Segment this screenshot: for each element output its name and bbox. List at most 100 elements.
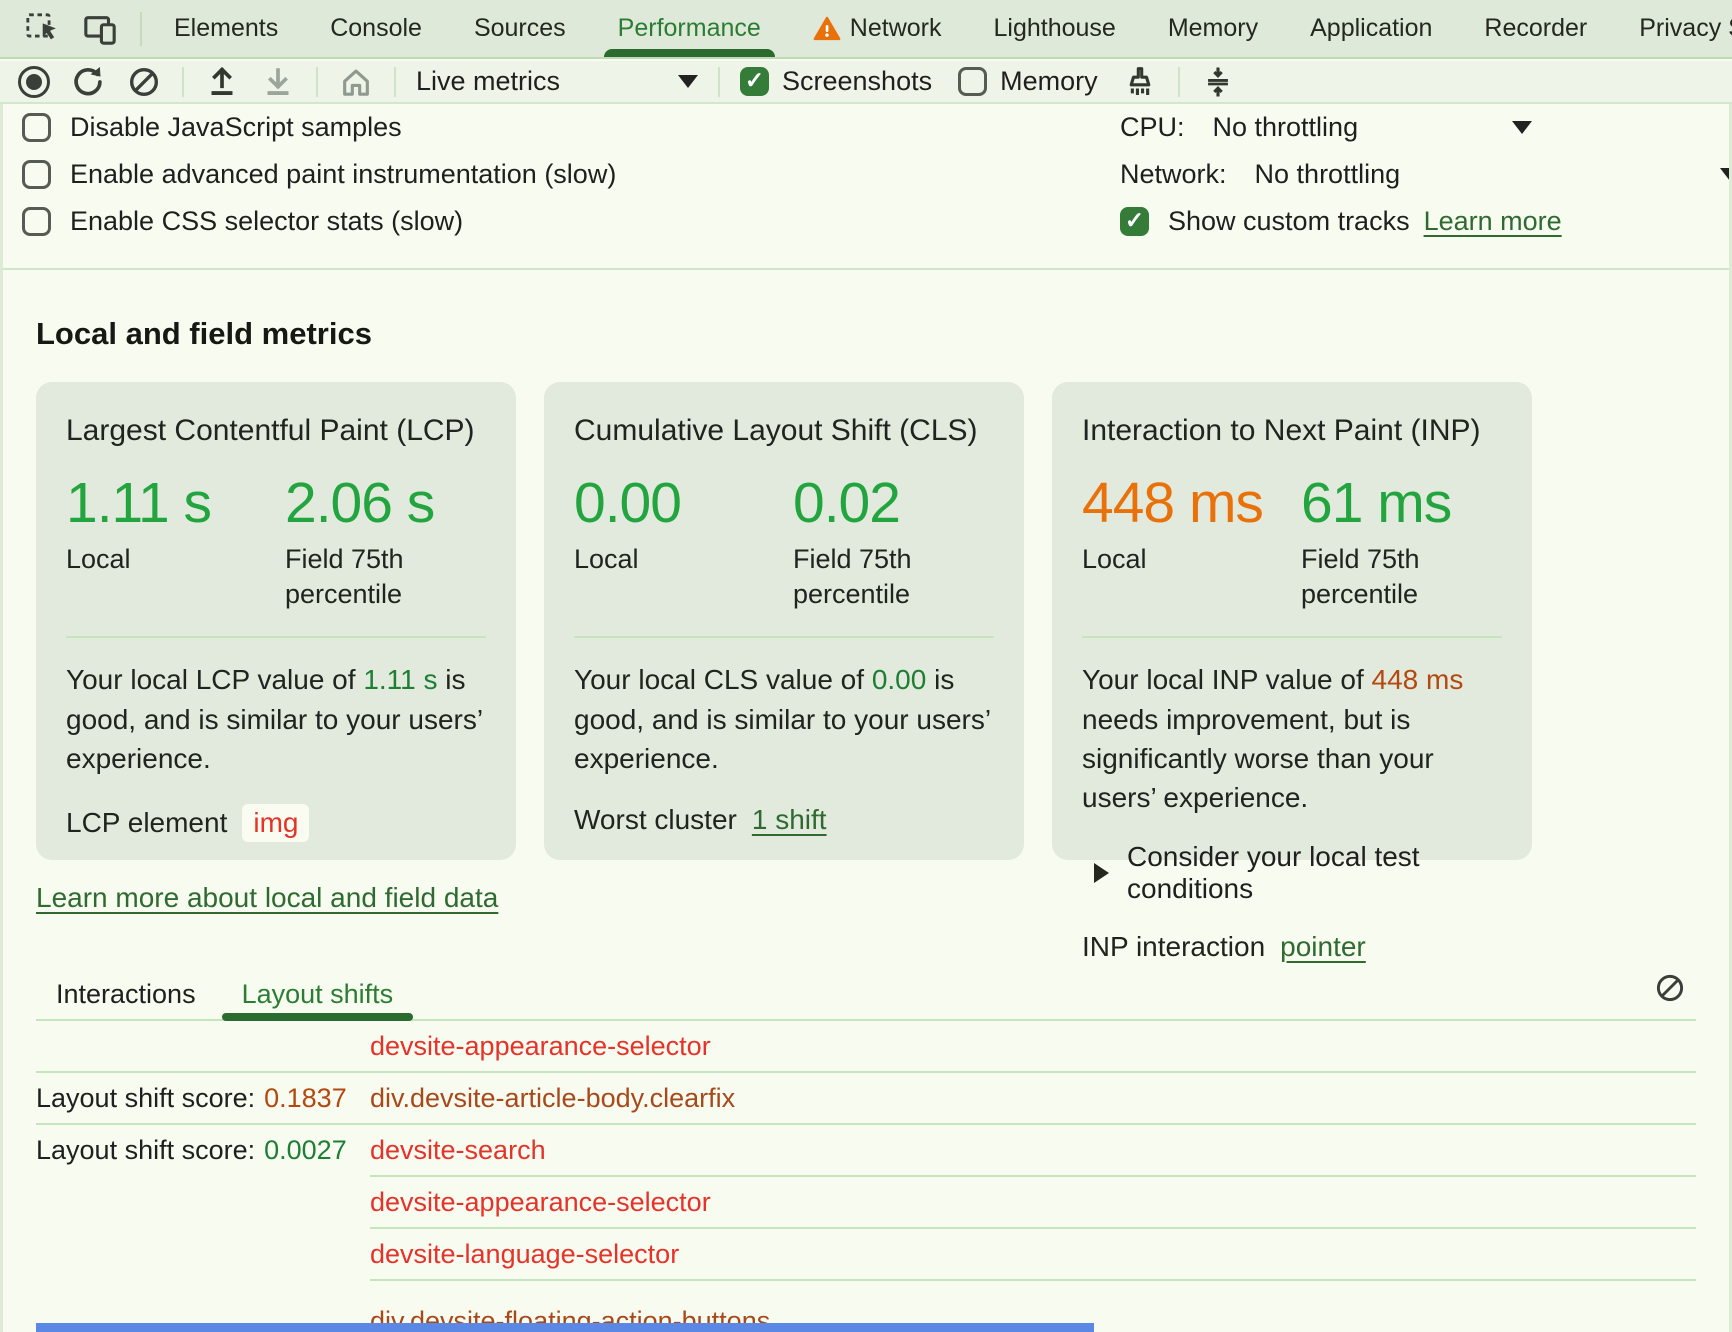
device-toolbar-icon[interactable] bbox=[82, 11, 118, 47]
shift-element-link[interactable]: devsite-appearance-selector bbox=[370, 1186, 711, 1217]
custom-tracks-learn-more-link[interactable]: Learn more bbox=[1423, 206, 1562, 236]
lcp-element-chip[interactable]: img bbox=[242, 803, 310, 842]
cls-card: Cumulative Layout Shift (CLS) 0.00 Local… bbox=[544, 382, 1024, 860]
cls-local-label: Local bbox=[574, 544, 639, 575]
devtools-tabbar: Elements Console Sources Performance Net… bbox=[0, 0, 1732, 59]
tab-lighthouse[interactable]: Lighthouse bbox=[993, 14, 1116, 42]
divider bbox=[316, 66, 318, 97]
cls-field-value: 0.02 bbox=[793, 471, 901, 535]
css-selector-stats-checkbox[interactable] bbox=[22, 207, 51, 236]
tab-network[interactable]: Network bbox=[813, 0, 941, 57]
shift-element-link[interactable]: devsite-appearance-selector bbox=[370, 1030, 711, 1061]
live-metrics-view: Local and field metrics Largest Contentf… bbox=[0, 272, 1732, 1332]
lcp-local-label: Local bbox=[66, 544, 131, 575]
screenshots-toggle: Screenshots bbox=[740, 66, 932, 97]
panel-left-border bbox=[0, 104, 3, 1332]
history-select[interactable]: Live metrics bbox=[416, 62, 698, 102]
inp-local-value: 448 ms bbox=[1082, 471, 1264, 535]
lcp-card: Largest Contentful Paint (LCP) 1.11 s Lo… bbox=[36, 382, 516, 860]
divider bbox=[394, 66, 396, 97]
cpu-throttling-select[interactable]: No throttling bbox=[1212, 112, 1359, 142]
show-custom-tracks-checkbox[interactable] bbox=[1120, 207, 1149, 236]
tab-elements[interactable]: Elements bbox=[174, 14, 279, 42]
worst-cluster-link[interactable]: 1 shift bbox=[751, 803, 827, 835]
shift-element-link[interactable]: div.devsite-article-body.clearfix bbox=[370, 1082, 736, 1113]
cls-description: Your local CLS value of 0.00 is good, an… bbox=[574, 664, 991, 774]
advanced-paint-checkbox[interactable] bbox=[22, 160, 51, 189]
tab-interactions[interactable]: Interactions bbox=[56, 978, 196, 1009]
shift-score: 0.0027 bbox=[264, 1134, 347, 1165]
tab-layout-shifts[interactable]: Layout shifts bbox=[221, 970, 413, 1021]
inp-field-value: 61 ms bbox=[1301, 471, 1452, 535]
lcp-card-title: Largest Contentful Paint (LCP) bbox=[66, 414, 475, 447]
divider bbox=[574, 636, 994, 639]
divider bbox=[36, 1071, 1696, 1073]
inp-field-label: Field 75th percentile bbox=[1301, 544, 1420, 610]
local-test-conditions-disclosure[interactable]: Consider your local test conditions bbox=[1094, 841, 1502, 905]
network-throttling-select[interactable]: No throttling bbox=[1254, 159, 1401, 189]
inp-interaction-row: INP interaction pointer bbox=[1082, 931, 1366, 963]
performance-toolbar: Live metrics Screenshots Memory bbox=[0, 61, 1732, 104]
layout-shift-row: Layout shift score: 0.1837 div.devsite-ar… bbox=[36, 1082, 736, 1113]
clear-icon[interactable] bbox=[126, 64, 162, 100]
divider bbox=[36, 1019, 1696, 1021]
cpu-throttling-row: CPU: No throttling bbox=[1120, 112, 1359, 142]
shift-score: 0.1837 bbox=[264, 1082, 347, 1113]
divider bbox=[66, 636, 486, 639]
divider bbox=[182, 66, 184, 97]
gc-brush-icon[interactable] bbox=[1122, 64, 1158, 100]
divider bbox=[1082, 636, 1502, 639]
cls-card-title: Cumulative Layout Shift (CLS) bbox=[574, 414, 978, 447]
lcp-local-value: 1.11 s bbox=[66, 471, 212, 535]
option-disable-js-samples: Disable JavaScript samples bbox=[22, 104, 616, 151]
download-profile-icon[interactable] bbox=[260, 64, 296, 100]
throttling-settings: CPU: No throttling Network: No throttlin… bbox=[1120, 104, 1562, 245]
tab-privacy-sandbox[interactable]: Privacy Sandbox bbox=[1639, 14, 1732, 42]
inp-local-label: Local bbox=[1082, 544, 1147, 575]
warning-icon bbox=[813, 15, 841, 43]
local-field-learn-more-link[interactable]: Learn more about local and field data bbox=[36, 882, 499, 913]
home-icon[interactable] bbox=[338, 64, 374, 100]
tab-application[interactable]: Application bbox=[1310, 14, 1433, 42]
cpu-chevron-down-icon[interactable] bbox=[1512, 121, 1532, 134]
inp-card: Interaction to Next Paint (INP) 448 ms L… bbox=[1052, 382, 1532, 962]
tab-performance[interactable]: Performance bbox=[603, 0, 775, 57]
inspect-element-icon[interactable] bbox=[24, 11, 60, 47]
shift-element-link[interactable]: devsite-language-selector bbox=[370, 1238, 680, 1269]
cls-local-value: 0.00 bbox=[574, 471, 682, 535]
shift-element-link[interactable]: devsite-search bbox=[370, 1134, 546, 1165]
record-icon[interactable] bbox=[18, 65, 50, 98]
memory-checkbox[interactable] bbox=[958, 67, 988, 96]
worst-cluster-row: Worst cluster 1 shift bbox=[574, 803, 827, 835]
triangle-right-icon bbox=[1094, 863, 1109, 884]
divider bbox=[370, 1175, 1696, 1177]
tab-sources[interactable]: Sources bbox=[473, 14, 566, 42]
lcp-element-row: LCP element img bbox=[66, 803, 486, 842]
network-throttling-row: Network: No throttling bbox=[1120, 159, 1401, 189]
divider bbox=[370, 1227, 1696, 1229]
lcp-description: Your local LCP value of 1.11 s is good, … bbox=[66, 664, 483, 774]
divider bbox=[36, 1123, 1696, 1125]
tab-recorder[interactable]: Recorder bbox=[1484, 14, 1588, 42]
logs-tabs: Interactions Layout shifts bbox=[0, 970, 1732, 1021]
option-css-selector-stats: Enable CSS selector stats (slow) bbox=[22, 198, 616, 245]
disable-js-samples-checkbox[interactable] bbox=[22, 113, 51, 142]
custom-tracks-row: Show custom tracks Learn more bbox=[1120, 198, 1562, 245]
collapse-icon[interactable] bbox=[1200, 64, 1236, 100]
tab-console[interactable]: Console bbox=[330, 14, 422, 42]
inp-interaction-link[interactable]: pointer bbox=[1280, 931, 1366, 963]
selected-row-highlight bbox=[36, 1323, 1094, 1332]
upload-profile-icon[interactable] bbox=[204, 64, 240, 100]
layout-shift-row: devsite-appearance-selector bbox=[36, 1021, 1696, 1071]
clear-log-icon[interactable] bbox=[1652, 970, 1688, 1006]
divider bbox=[1177, 66, 1180, 97]
lcp-field-label: Field 75th percentile bbox=[285, 544, 404, 610]
screenshots-checkbox[interactable] bbox=[740, 67, 769, 96]
inp-card-title: Interaction to Next Paint (INP) bbox=[1082, 414, 1481, 447]
page-title: Local and field metrics bbox=[36, 316, 372, 351]
tab-memory[interactable]: Memory bbox=[1167, 14, 1259, 42]
panel-tabs: Elements Console Sources Performance Net… bbox=[174, 0, 1732, 57]
reload-and-record-icon[interactable] bbox=[70, 64, 106, 100]
divider bbox=[140, 11, 142, 46]
